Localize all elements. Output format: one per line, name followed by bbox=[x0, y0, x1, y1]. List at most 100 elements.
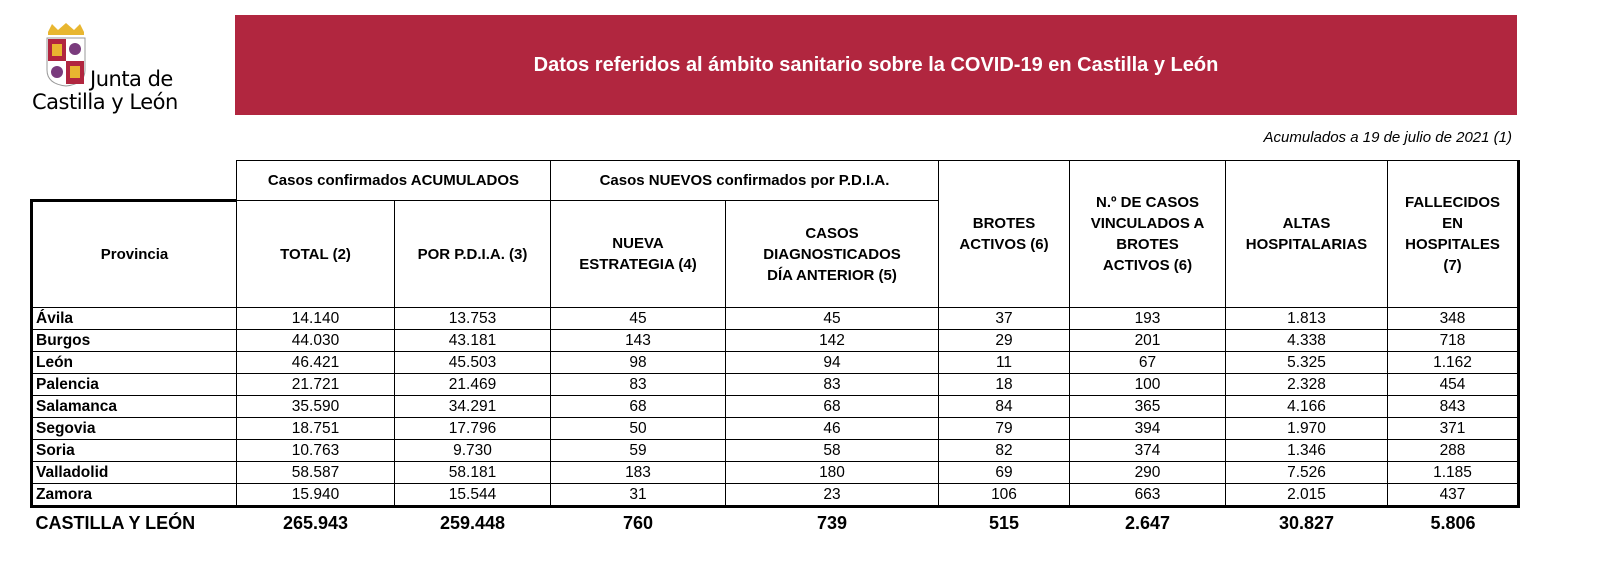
cell-provincia: Soria bbox=[30, 439, 237, 462]
table-row: Zamora 15.940 15.544 31 23 106 663 2.015 437 bbox=[30, 483, 1520, 508]
cell-por-pdia: 17.796 bbox=[394, 417, 551, 440]
cell-por-pdia: 34.291 bbox=[394, 395, 551, 418]
cell-nueva-estrategia: 183 bbox=[550, 461, 726, 484]
cell-brotes: 69 bbox=[938, 461, 1070, 484]
cell-casos-vinculados: 374 bbox=[1069, 439, 1226, 462]
total-fallecidos: 5.806 bbox=[1430, 512, 1476, 533]
col-header-provincia: Provincia bbox=[30, 199, 237, 308]
cell-altas: 1.970 bbox=[1225, 417, 1388, 440]
cell-dia-anterior: 45 bbox=[725, 307, 939, 330]
table-row: León 46.421 45.503 98 94 11 67 5.325 1.162 bbox=[30, 351, 1520, 374]
cell-brotes: 37 bbox=[938, 307, 1070, 330]
cell-brotes: 29 bbox=[938, 329, 1070, 352]
table-row: Valladolid 58.587 58.181 183 180 69 290 7.526 1.… bbox=[30, 461, 1520, 484]
cell-fallecidos: 1.162 bbox=[1387, 351, 1520, 374]
cell-total: 35.590 bbox=[236, 395, 395, 418]
total-por-pdia: 259.448 bbox=[439, 512, 506, 533]
cell-dia-anterior: 94 bbox=[725, 351, 939, 374]
cell-casos-vinculados: 365 bbox=[1069, 395, 1226, 418]
cell-total: 14.140 bbox=[236, 307, 395, 330]
total-casos-vinculados: 2.647 bbox=[1124, 512, 1171, 533]
cell-fallecidos: 843 bbox=[1387, 395, 1520, 418]
cell-fallecidos: 718 bbox=[1387, 329, 1520, 352]
table-row: Segovia 18.751 17.796 50 46 79 394 1.970 371 bbox=[30, 417, 1520, 440]
cell-provincia: Ávila bbox=[30, 307, 237, 330]
cell-casos-vinculados: 193 bbox=[1069, 307, 1226, 330]
total-dia-anterior: 739 bbox=[816, 512, 848, 533]
cell-fallecidos: 454 bbox=[1387, 373, 1520, 396]
total-brotes: 515 bbox=[988, 512, 1020, 533]
table-row: Salamanca 35.590 34.291 68 68 84 365 4.166 843 bbox=[30, 395, 1520, 418]
cell-por-pdia: 58.181 bbox=[394, 461, 551, 484]
cell-por-pdia: 9.730 bbox=[394, 439, 551, 462]
cell-dia-anterior: 46 bbox=[725, 417, 939, 440]
table-row: Ávila 14.140 13.753 45 45 37 193 1.813 348 bbox=[30, 307, 1520, 330]
cell-provincia: Burgos bbox=[30, 329, 237, 352]
cell-brotes: 18 bbox=[938, 373, 1070, 396]
cell-altas: 2.328 bbox=[1225, 373, 1388, 396]
cell-dia-anterior: 180 bbox=[725, 461, 939, 484]
cell-altas: 4.166 bbox=[1225, 395, 1388, 418]
table-row: Soria 10.763 9.730 59 58 82 374 1.346 288 bbox=[30, 439, 1520, 462]
cell-total: 21.721 bbox=[236, 373, 395, 396]
cell-altas: 1.346 bbox=[1225, 439, 1388, 462]
group-header-acumulados: Casos confirmados ACUMULADOS bbox=[236, 160, 551, 201]
cell-provincia: Segovia bbox=[30, 417, 237, 440]
table-row: Palencia 21.721 21.469 83 83 18 100 2.328 454 bbox=[30, 373, 1520, 396]
cell-brotes: 11 bbox=[938, 351, 1070, 374]
total-nueva-estrategia: 760 bbox=[622, 512, 654, 533]
cell-casos-vinculados: 394 bbox=[1069, 417, 1226, 440]
cell-nueva-estrategia: 83 bbox=[550, 373, 726, 396]
covid-data-table: Casos confirmados ACUMULADOS Casos NUEVO… bbox=[30, 160, 1520, 538]
logo-text-line1: Junta de bbox=[90, 67, 173, 91]
cell-nueva-estrategia: 50 bbox=[550, 417, 726, 440]
cell-total: 58.587 bbox=[236, 461, 395, 484]
total-provincia: CASTILLA Y LEÓN bbox=[35, 512, 196, 533]
col-header-fallecidos: FALLECIDOS EN HOSPITALES (7) bbox=[1387, 160, 1520, 308]
cell-brotes: 106 bbox=[938, 483, 1070, 508]
cell-altas: 5.325 bbox=[1225, 351, 1388, 374]
cell-total: 15.940 bbox=[236, 483, 395, 508]
cell-por-pdia: 21.469 bbox=[394, 373, 551, 396]
col-header-total: TOTAL (2) bbox=[236, 200, 395, 308]
cell-total: 44.030 bbox=[236, 329, 395, 352]
total-altas: 30.827 bbox=[1278, 512, 1335, 533]
col-header-dia-anterior: CASOS DIAGNOSTICADOS DÍA ANTERIOR (5) bbox=[725, 200, 939, 308]
cell-provincia: Valladolid bbox=[30, 461, 237, 484]
cell-provincia: Palencia bbox=[30, 373, 237, 396]
cell-nueva-estrategia: 59 bbox=[550, 439, 726, 462]
title-banner: Datos referidos al ámbito sanitario sobr… bbox=[235, 15, 1517, 115]
coat-of-arms-icon bbox=[46, 23, 86, 87]
cell-casos-vinculados: 663 bbox=[1069, 483, 1226, 508]
cell-altas: 7.526 bbox=[1225, 461, 1388, 484]
cell-dia-anterior: 142 bbox=[725, 329, 939, 352]
cell-nueva-estrategia: 31 bbox=[550, 483, 726, 508]
cell-fallecidos: 371 bbox=[1387, 417, 1520, 440]
total-row: CASTILLA Y LEÓN 265.943 259.448 760 739 515 2.… bbox=[32, 507, 1519, 539]
cell-dia-anterior: 68 bbox=[725, 395, 939, 418]
cell-brotes: 82 bbox=[938, 439, 1070, 462]
cell-casos-vinculados: 290 bbox=[1069, 461, 1226, 484]
cell-fallecidos: 288 bbox=[1387, 439, 1520, 462]
cell-fallecidos: 437 bbox=[1387, 483, 1520, 508]
group-header-nuevos: Casos NUEVOS confirmados por P.D.I.A. bbox=[550, 160, 939, 201]
cell-nueva-estrategia: 98 bbox=[550, 351, 726, 374]
col-header-por-pdia: POR P.D.I.A. (3) bbox=[394, 200, 551, 308]
cell-altas: 4.338 bbox=[1225, 329, 1388, 352]
col-header-nueva-estrategia: NUEVA ESTRATEGIA (4) bbox=[550, 200, 726, 308]
cell-provincia: Salamanca bbox=[30, 395, 237, 418]
cell-nueva-estrategia: 45 bbox=[550, 307, 726, 330]
cell-por-pdia: 13.753 bbox=[394, 307, 551, 330]
cell-casos-vinculados: 67 bbox=[1069, 351, 1226, 374]
logo-text-line2: Castilla y León bbox=[32, 90, 178, 114]
cell-dia-anterior: 23 bbox=[725, 483, 939, 508]
cell-nueva-estrategia: 143 bbox=[550, 329, 726, 352]
cell-altas: 2.015 bbox=[1225, 483, 1388, 508]
total-total: 265.943 bbox=[282, 512, 349, 533]
empty-corner bbox=[32, 161, 237, 201]
cell-por-pdia: 43.181 bbox=[394, 329, 551, 352]
cell-total: 46.421 bbox=[236, 351, 395, 374]
cell-fallecidos: 1.185 bbox=[1387, 461, 1520, 484]
table-row: Burgos 44.030 43.181 143 142 29 201 4.338 718 bbox=[30, 329, 1520, 352]
cell-total: 10.763 bbox=[236, 439, 395, 462]
